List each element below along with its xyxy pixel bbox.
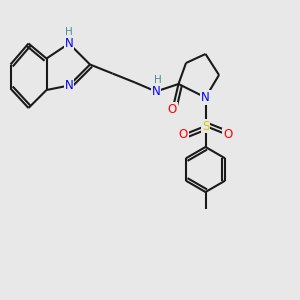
- Text: H: H: [65, 27, 73, 37]
- Text: N: N: [64, 79, 74, 92]
- Text: O: O: [178, 128, 188, 142]
- Text: S: S: [202, 119, 209, 133]
- Text: N: N: [64, 37, 74, 50]
- Text: O: O: [168, 103, 177, 116]
- Text: N: N: [152, 85, 160, 98]
- Text: O: O: [224, 128, 232, 142]
- Text: H: H: [154, 75, 161, 85]
- Text: N: N: [201, 91, 210, 104]
